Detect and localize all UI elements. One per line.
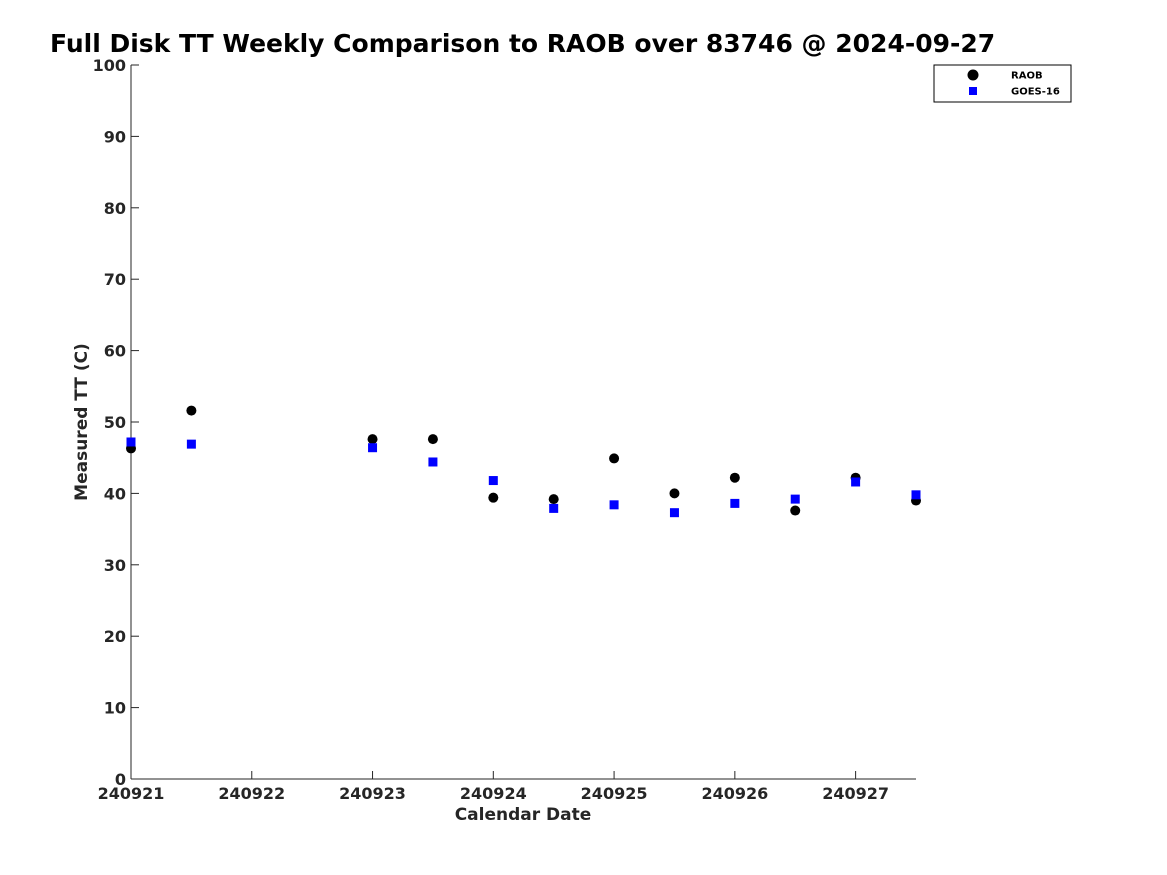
data-point-square bbox=[609, 500, 619, 510]
data-point-circle bbox=[609, 453, 620, 464]
data-point-circle bbox=[790, 505, 801, 516]
data-point-circle bbox=[367, 434, 378, 445]
x-tick-label: 240922 bbox=[218, 784, 285, 803]
data-point-square bbox=[851, 477, 861, 487]
legend: RAOB GOES-16 bbox=[933, 64, 1072, 103]
legend-marker-square bbox=[969, 87, 977, 95]
y-tick-label: 0 bbox=[115, 770, 126, 789]
y-tick-label: 50 bbox=[104, 413, 126, 432]
y-tick-label: 10 bbox=[104, 699, 126, 718]
series-raob bbox=[126, 405, 921, 516]
data-point-circle bbox=[186, 405, 197, 416]
data-point-square bbox=[669, 508, 679, 518]
y-tick-label: 40 bbox=[104, 484, 126, 503]
data-point-square bbox=[790, 494, 800, 504]
data-point-circle bbox=[548, 494, 559, 505]
y-tick-label: 90 bbox=[104, 127, 126, 146]
data-point-square bbox=[488, 476, 498, 486]
data-point-square bbox=[730, 498, 740, 508]
data-point-circle bbox=[427, 434, 438, 445]
data-point-circle bbox=[729, 472, 740, 483]
data-points bbox=[126, 405, 921, 518]
x-tick-label: 240921 bbox=[98, 784, 165, 803]
legend-item: GOES-16 bbox=[969, 87, 1060, 98]
y-tick-label: 70 bbox=[104, 270, 126, 289]
y-tick-label: 60 bbox=[104, 342, 126, 361]
x-tick-label: 240926 bbox=[701, 784, 768, 803]
legend-label: RAOB bbox=[1011, 71, 1043, 82]
data-point-square bbox=[911, 490, 921, 500]
axes: 0 10 20 30 40 50 60 70 80 90 100 240921 240922 240923… bbox=[93, 56, 916, 803]
data-point-square bbox=[428, 457, 438, 467]
data-point-square bbox=[186, 439, 196, 449]
data-point-square bbox=[549, 503, 559, 513]
legend-box bbox=[933, 64, 1072, 103]
y-tick-label: 30 bbox=[104, 556, 126, 575]
y-axis-label: Measured TT (C) bbox=[72, 343, 92, 501]
y-tick-label: 20 bbox=[104, 627, 126, 646]
chart-title: Full Disk TT Weekly Comparison to RAOB o… bbox=[50, 29, 995, 58]
y-tick-label: 100 bbox=[93, 56, 126, 75]
x-tick-label: 240925 bbox=[581, 784, 648, 803]
legend-label: GOES-16 bbox=[1011, 87, 1060, 98]
data-point-circle bbox=[488, 492, 499, 503]
data-point-square bbox=[368, 443, 378, 453]
series-goes-16 bbox=[126, 437, 921, 518]
x-tick-label: 240927 bbox=[822, 784, 889, 803]
legend-item: RAOB bbox=[967, 69, 1043, 82]
x-axis-label: Calendar Date bbox=[455, 805, 592, 825]
legend-marker-circle bbox=[967, 69, 979, 81]
x-tick-label: 240924 bbox=[460, 784, 527, 803]
y-tick-label: 80 bbox=[104, 199, 126, 218]
data-point-circle bbox=[669, 488, 680, 499]
x-tick-label: 240923 bbox=[339, 784, 406, 803]
data-point-square bbox=[126, 437, 136, 447]
